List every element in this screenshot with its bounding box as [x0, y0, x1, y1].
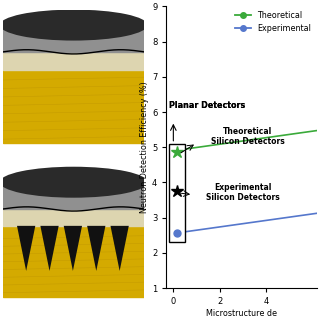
- Text: Theoretical
Silicon Detectors: Theoretical Silicon Detectors: [211, 127, 284, 146]
- Text: Experimental
Silicon Detectors: Experimental Silicon Detectors: [206, 182, 280, 202]
- Text: Planar Detectors: Planar Detectors: [169, 101, 245, 110]
- Bar: [3, 27, 144, 52]
- Bar: [3, 52, 144, 70]
- Polygon shape: [110, 226, 129, 271]
- Polygon shape: [64, 226, 82, 271]
- Bar: [3, 184, 144, 209]
- Bar: [3, 209, 144, 226]
- Y-axis label: Neutron Detection Efficiency (%): Neutron Detection Efficiency (%): [140, 81, 149, 213]
- Legend: Theoretical, Experimental: Theoretical, Experimental: [231, 8, 314, 36]
- Ellipse shape: [0, 10, 148, 41]
- Text: Planar Detectors: Planar Detectors: [169, 101, 245, 110]
- Polygon shape: [17, 226, 35, 271]
- Bar: [169, 144, 185, 242]
- Polygon shape: [40, 226, 59, 271]
- Bar: [3, 227, 144, 297]
- Bar: [3, 70, 144, 143]
- Ellipse shape: [0, 167, 148, 198]
- Polygon shape: [87, 226, 105, 271]
- X-axis label: Microstructure de: Microstructure de: [206, 309, 277, 318]
